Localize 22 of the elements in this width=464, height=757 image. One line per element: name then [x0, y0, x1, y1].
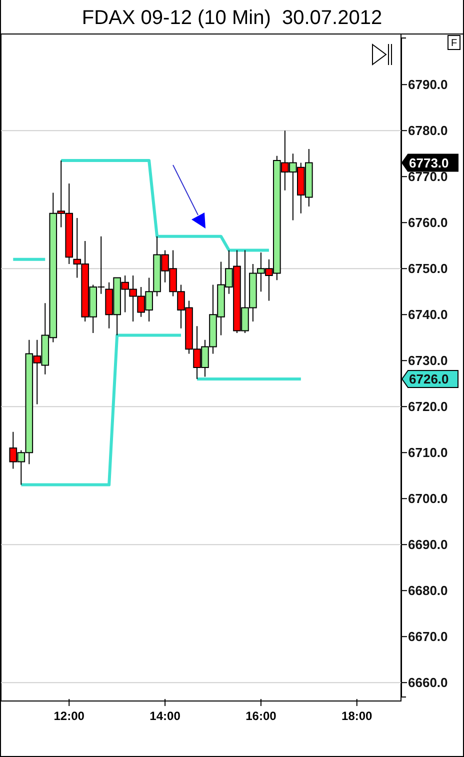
y-tick-label: 6790.0: [408, 77, 448, 92]
y-tick-label: 6780.0: [408, 123, 448, 138]
y-tick-label: 6690.0: [408, 537, 448, 552]
y-tick-label: 6710.0: [408, 445, 448, 460]
y-tick-label: 6770.0: [408, 169, 448, 184]
y-tick-label: 6750.0: [408, 261, 448, 276]
y-tick-label: 6670.0: [408, 629, 448, 644]
chart-title: FDAX 09-12 (10 Min) 30.07.2012: [82, 7, 382, 29]
y-tick-label: 6730.0: [408, 353, 448, 368]
x-tick-label: 12:00: [54, 709, 85, 723]
x-tick-label: 18:00: [342, 709, 373, 723]
text: 6726.0: [409, 372, 449, 387]
y-tick-label: 6660.0: [408, 675, 448, 690]
x-tick-label: 14:00: [150, 709, 181, 723]
x-tick-label: 16:00: [246, 709, 277, 723]
y-tick-label: 6680.0: [408, 583, 448, 598]
y-tick-label: 6740.0: [408, 307, 448, 322]
y-tick-label: 6720.0: [408, 399, 448, 414]
text: 6773.0: [409, 155, 449, 170]
text: F: [450, 38, 458, 49]
y-tick-label: 6760.0: [408, 215, 448, 230]
y-tick-label: 6700.0: [408, 491, 448, 506]
